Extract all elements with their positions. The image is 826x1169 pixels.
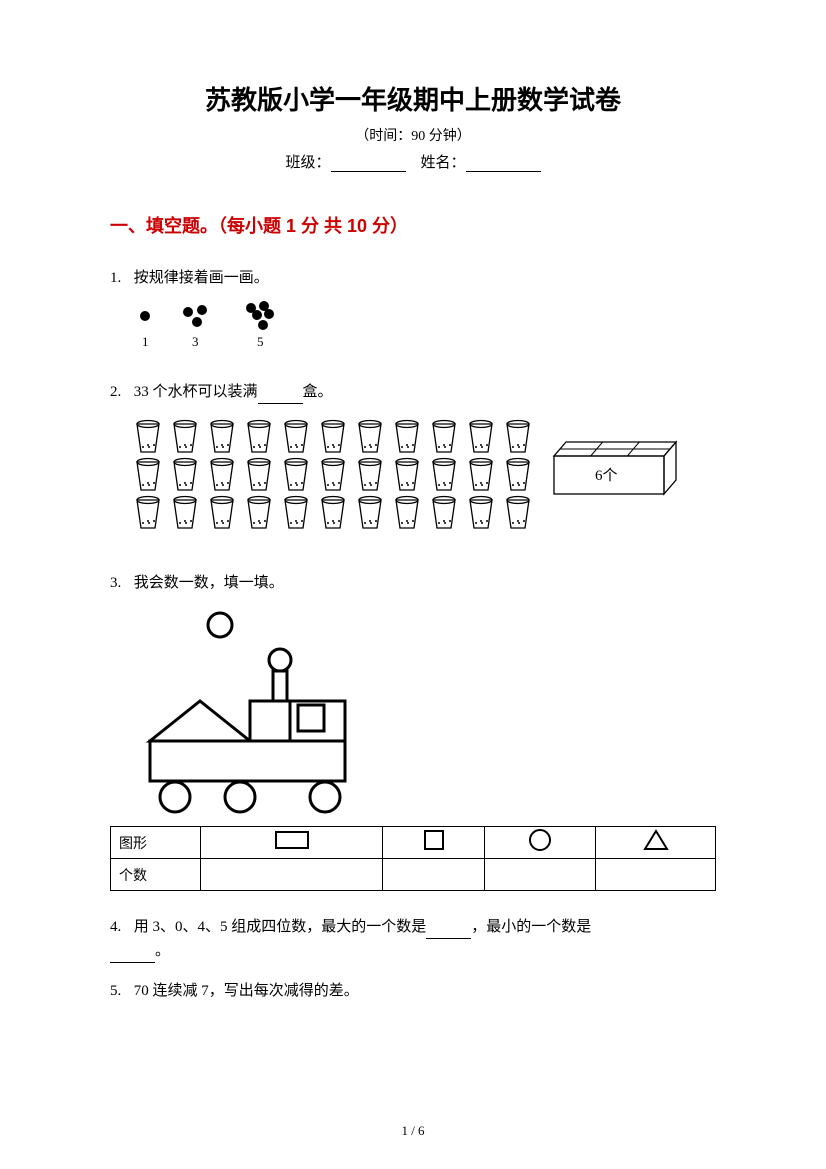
shape-cell-triangle [596, 827, 716, 859]
question-5: 5. 70 连续减 7，写出每次减得的差。 [110, 979, 716, 1003]
q4-text-c: 。 [155, 943, 170, 959]
student-info-line: 班级： 姓名： [110, 151, 716, 172]
q1-text: 按规律接着画一画。 [134, 270, 269, 286]
count-cell[interactable] [383, 859, 485, 891]
q1-dots-figure: 1 3 5 [130, 300, 716, 360]
count-cell[interactable] [201, 859, 383, 891]
row2-label: 个数 [111, 859, 201, 891]
q4-blank-1[interactable] [426, 923, 471, 939]
exam-title: 苏教版小学一年级期中上册数学试卷 [110, 80, 716, 117]
svg-text:6个: 6个 [595, 467, 618, 484]
section-1-title: 一、填空题。（每小题 1 分 共 10 分） [110, 212, 716, 238]
table-row: 个数 [111, 859, 716, 891]
q2-cups-figure: 6个 [130, 414, 716, 547]
class-blank[interactable] [331, 156, 406, 172]
count-cell[interactable] [596, 859, 716, 891]
question-2: 2. 33 个水杯可以装满 盒。 [110, 380, 716, 404]
q4-blank-2[interactable] [110, 947, 155, 963]
question-4: 4. 用 3、0、4、5 组成四位数，最大的一个数是 ，最小的一个数是 。 [110, 915, 716, 963]
q4-number: 4. [110, 915, 130, 939]
svg-text:3: 3 [192, 334, 199, 349]
name-label: 姓名： [421, 155, 466, 171]
q3-text: 我会数一数，填一填。 [134, 575, 284, 591]
q2-number: 2. [110, 380, 130, 404]
shape-cell-circle [485, 827, 596, 859]
exam-time: （时间：90 分钟） [110, 125, 716, 145]
svg-text:1: 1 [142, 334, 149, 349]
svg-text:5: 5 [257, 334, 264, 349]
page-footer: 1 / 6 [0, 1123, 826, 1139]
q3-train-figure [130, 605, 716, 820]
table-row: 图形 [111, 827, 716, 859]
q4-text-b: ，最小的一个数是 [471, 919, 591, 935]
class-label: 班级： [285, 155, 330, 171]
count-cell[interactable] [485, 859, 596, 891]
q5-number: 5. [110, 979, 130, 1003]
q5-text: 70 连续减 7，写出每次减得的差。 [134, 983, 359, 999]
q2-text-after: 盒。 [303, 384, 333, 400]
shape-cell-rectangle [201, 827, 383, 859]
q4-text-a: 用 3、0、4、5 组成四位数，最大的一个数是 [134, 919, 427, 935]
row1-label: 图形 [111, 827, 201, 859]
q3-number: 3. [110, 571, 130, 595]
q2-blank[interactable] [258, 388, 303, 404]
question-1: 1. 按规律接着画一画。 [110, 266, 716, 290]
shape-cell-square [383, 827, 485, 859]
q3-shape-table: 图形 个数 [110, 826, 716, 891]
q1-number: 1. [110, 266, 130, 290]
question-3: 3. 我会数一数，填一填。 [110, 571, 716, 595]
name-blank[interactable] [466, 156, 541, 172]
q2-text-before: 33 个水杯可以装满 [134, 384, 258, 400]
